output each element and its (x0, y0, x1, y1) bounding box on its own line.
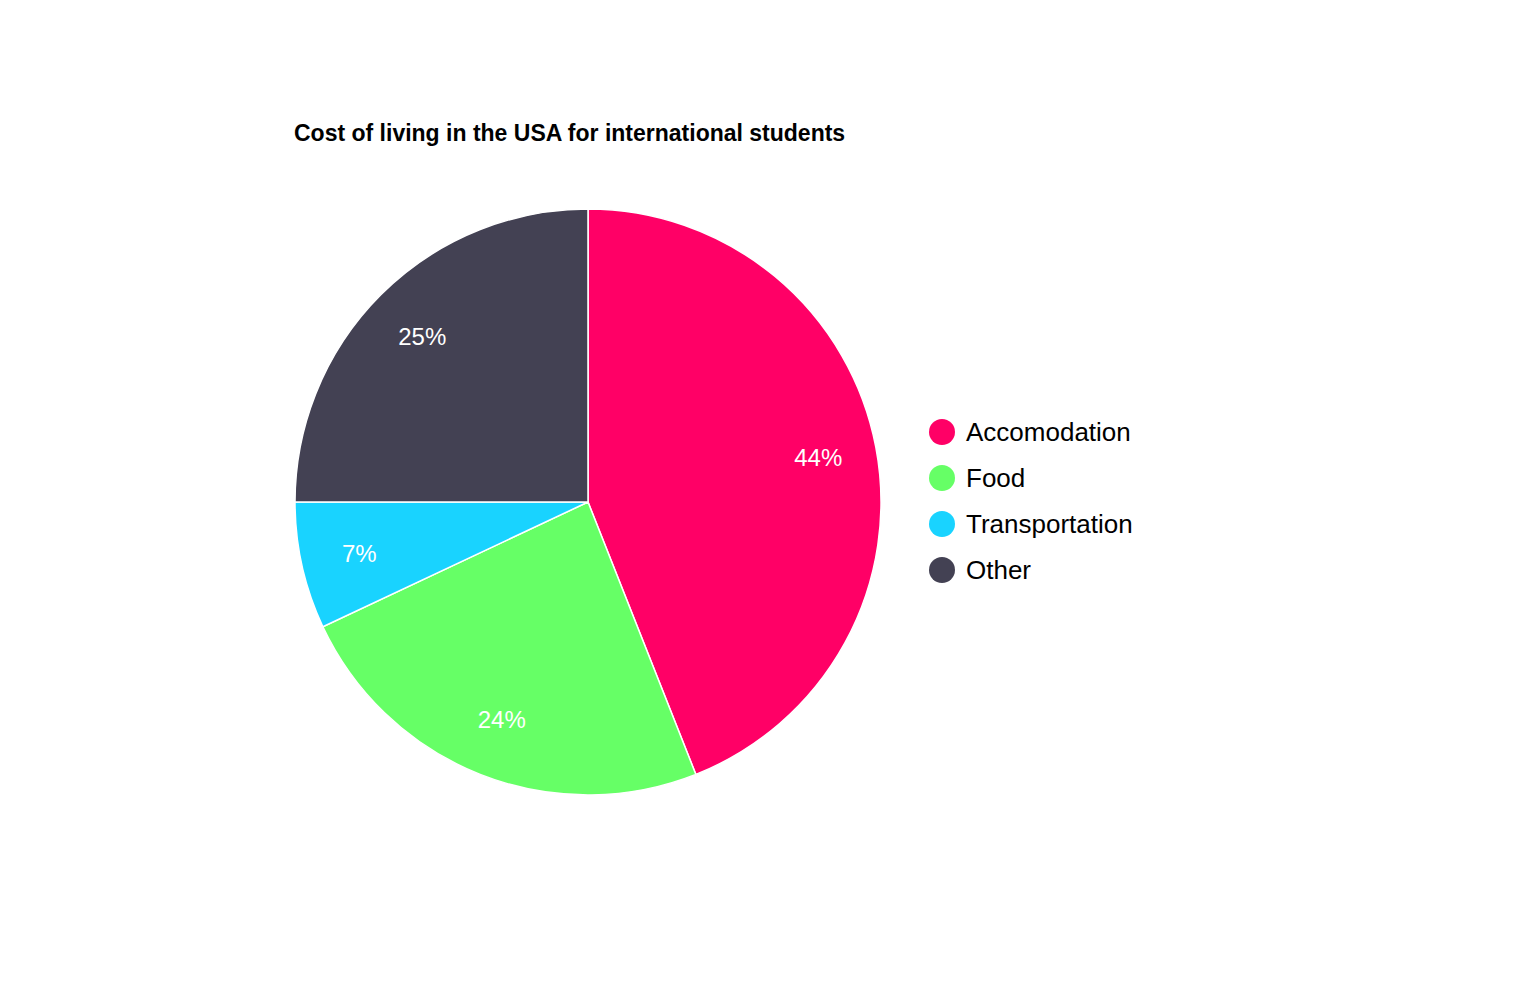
legend-swatch (929, 557, 955, 583)
legend-swatch (929, 465, 955, 491)
pie-slice (295, 502, 588, 627)
data-label: 25% (398, 323, 446, 350)
legend-item: Other (929, 555, 1031, 585)
legend-label: Food (966, 463, 1025, 493)
legend-item: Transportation (929, 509, 1133, 539)
legend-item: Accomodation (929, 417, 1131, 447)
data-label: 7% (342, 540, 377, 567)
legend-item: Food (929, 463, 1025, 493)
chart-title: Cost of living in the USA for internatio… (294, 120, 845, 146)
data-label: 44% (794, 444, 842, 471)
background (0, 0, 1536, 1000)
legend-swatch (929, 511, 955, 537)
data-label: 24% (478, 706, 526, 733)
legend-label: Accomodation (966, 417, 1131, 447)
chart-svg: Cost of living in the USA for internatio… (0, 0, 1536, 1000)
legend-label: Transportation (966, 509, 1133, 539)
legend: Accomodation Food Transportation Other (929, 417, 1133, 585)
pie (295, 209, 881, 795)
data-labels: 44% 24% 7% 25% (342, 323, 842, 734)
legend-label: Other (966, 555, 1031, 585)
legend-swatch (929, 419, 955, 445)
pie-slice (295, 209, 588, 502)
